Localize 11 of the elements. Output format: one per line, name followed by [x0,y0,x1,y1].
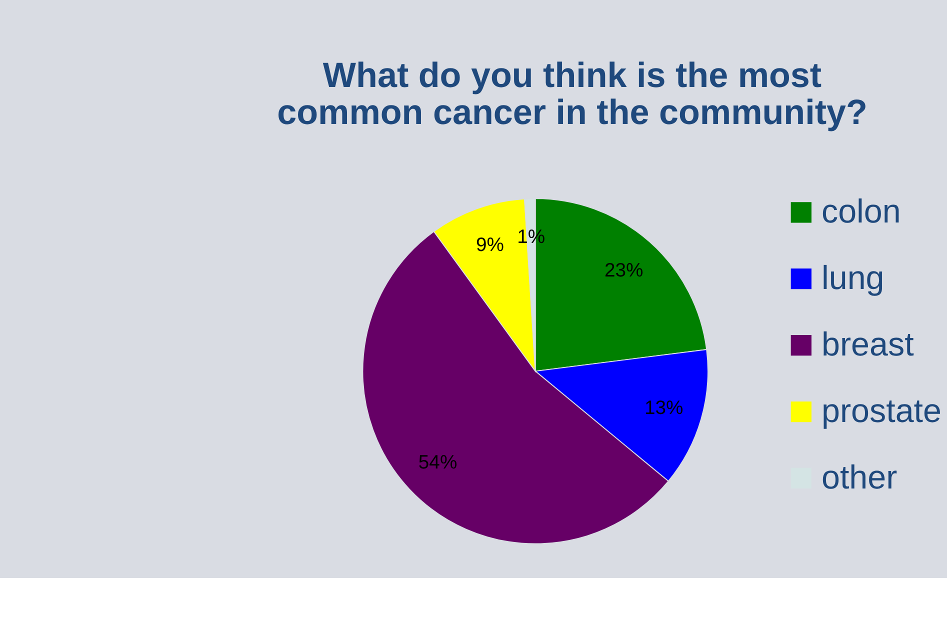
legend-label: other [821,459,898,496]
legend-label: breast [821,326,914,364]
legend-label: lung [821,260,884,297]
data-label: 13% [644,397,684,420]
data-label: 9% [476,234,504,256]
data-label: 54% [418,451,458,474]
chart-title: What do you think is the most common cancer in the community? [277,56,868,132]
data-label: 1% [517,226,546,248]
legend-label: colon [821,194,901,231]
data-label: 23% [604,259,644,282]
legend-label: prostate [821,392,942,430]
